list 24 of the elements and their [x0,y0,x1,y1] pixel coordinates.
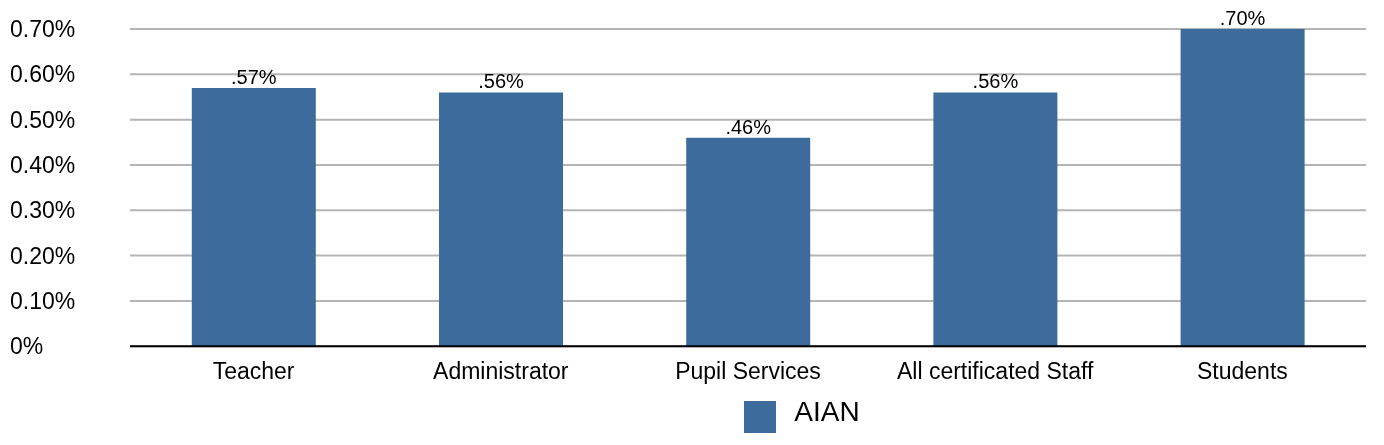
bar [1180,29,1305,347]
data-label: .57% [231,65,277,88]
y-tick-label: 0.10% [10,288,76,315]
x-tick-label: Administrator [433,357,569,384]
data-label: .56% [478,70,525,93]
y-tick-label: 0.30% [10,197,76,224]
y-tick-label: 0.70% [10,16,76,43]
y-tick-label: 0.60% [10,61,76,88]
bar [686,137,811,347]
data-label: .70% [1219,7,1266,29]
legend-label: AIAN [794,396,860,428]
x-tick-label: Teacher [212,357,295,384]
x-tick-label: Students [1197,357,1288,384]
bar [933,92,1058,347]
y-tick-label: 0% [10,333,44,360]
data-label: .56% [972,70,1019,93]
y-tick-label: 0.20% [10,242,76,269]
x-tick-label: All certificated Staff [896,357,1095,384]
y-tick-label: 0.40% [10,152,76,179]
x-tick-label: Pupil Services [675,357,821,384]
y-tick-label: 0.50% [10,106,76,133]
bar [439,92,563,347]
bar [191,87,316,347]
data-label: .46% [725,115,772,138]
